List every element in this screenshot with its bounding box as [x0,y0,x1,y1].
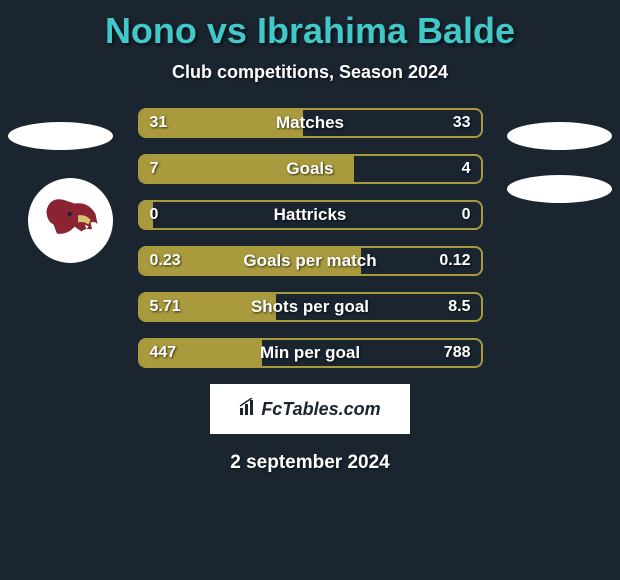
stat-right-value: 4 [462,156,471,182]
player-right-badge [507,122,612,150]
brand-text: FcTables.com [261,399,380,420]
stat-fill [140,202,154,228]
wolf-logo-icon [36,186,106,256]
subtitle: Club competitions, Season 2024 [0,62,620,83]
stat-row-hattricks: 0Hattricks0 [138,200,483,230]
stat-right-value: 0 [462,202,471,228]
stat-right-value: 788 [444,340,471,366]
stat-fill [140,110,304,136]
date-text: 2 september 2024 [0,452,620,474]
page-title: Nono vs Ibrahima Balde [0,0,620,52]
stat-row-goals-per-match: 0.23Goals per match0.12 [138,246,483,276]
stat-fill [140,340,263,366]
player-right-badge-2 [507,175,612,203]
team-logo-left [28,178,113,263]
stat-right-value: 8.5 [448,294,470,320]
chart-icon [239,398,257,421]
stat-fill [140,248,362,274]
stat-row-shots-per-goal: 5.71Shots per goal8.5 [138,292,483,322]
stat-fill [140,156,355,182]
comparison-bars: 31Matches33 7Goals4 0Hattricks0 0.23Goals p… [138,108,483,368]
stat-right-value: 0.12 [439,248,470,274]
player-left-badge [8,122,113,150]
stat-row-matches: 31Matches33 [138,108,483,138]
stat-row-goals: 7Goals4 [138,154,483,184]
brand-banner[interactable]: FcTables.com [210,384,410,434]
stat-fill [140,294,276,320]
stat-label: Hattricks [140,202,481,228]
stat-right-value: 33 [453,110,471,136]
stat-row-min-per-goal: 447Min per goal788 [138,338,483,368]
